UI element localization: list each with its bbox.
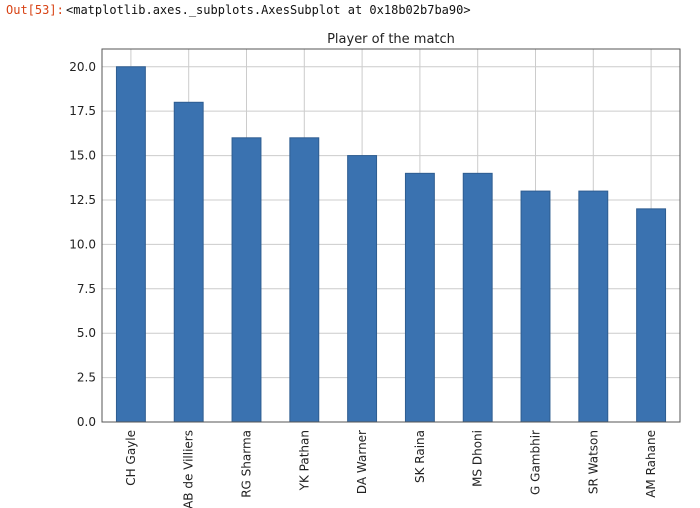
x-tick-label: MS Dhoni — [471, 430, 485, 487]
bar — [520, 190, 551, 423]
bar — [115, 66, 146, 423]
y-tick-label: 2.5 — [77, 371, 96, 385]
x-tick-label: YK Pathan — [297, 430, 311, 491]
bar — [173, 101, 204, 423]
x-tick-label: G Gambhir — [529, 430, 543, 495]
x-tick-label: SR Watson — [586, 430, 600, 494]
bar-chart: Player of the match 0.0 2.5 5.0 7.5 10.0 12.5… — [69, 32, 681, 508]
bar — [231, 137, 262, 423]
x-axis-ticks: CH Gayle AB de Villiers RG Sharma YK Pathan… — [124, 430, 658, 508]
output-prompt: Out[53]: — [6, 3, 64, 17]
y-tick-label: 17.5 — [69, 104, 96, 118]
bar — [404, 172, 435, 423]
bar — [289, 137, 320, 423]
output-repr-text: <matplotlib.axes._subplots.AxesSubplot a… — [66, 3, 471, 17]
y-tick-label: 0.0 — [77, 415, 96, 429]
bar — [347, 155, 378, 423]
x-tick-label: CH Gayle — [124, 430, 138, 486]
y-tick-label: 10.0 — [69, 237, 96, 251]
y-tick-label: 12.5 — [69, 193, 96, 207]
y-tick-label: 20.0 — [69, 60, 96, 74]
x-tick-label: SK Raina — [413, 430, 427, 483]
x-tick-label: AB de Villiers — [182, 430, 196, 508]
cell-output-row: Out[53]: <matplotlib.axes._subplots.Axes… — [0, 0, 700, 20]
bar-layer — [115, 66, 667, 423]
y-tick-label: 7.5 — [77, 282, 96, 296]
x-tick-label: DA Warner — [355, 430, 369, 494]
x-tick-label: AM Rahane — [644, 430, 658, 498]
axes-border — [101, 48, 681, 423]
bar — [462, 172, 493, 423]
x-tick-label: RG Sharma — [240, 430, 254, 498]
y-axis-ticks: 0.0 2.5 5.0 7.5 10.0 12.5 15.0 17.5 20.0 — [69, 60, 96, 429]
y-tick-label: 15.0 — [69, 149, 96, 163]
axes-frame — [101, 48, 681, 423]
y-tick-label: 5.0 — [77, 326, 96, 340]
bar — [636, 208, 667, 423]
bar — [578, 190, 609, 423]
chart-title: Player of the match — [327, 32, 455, 47]
